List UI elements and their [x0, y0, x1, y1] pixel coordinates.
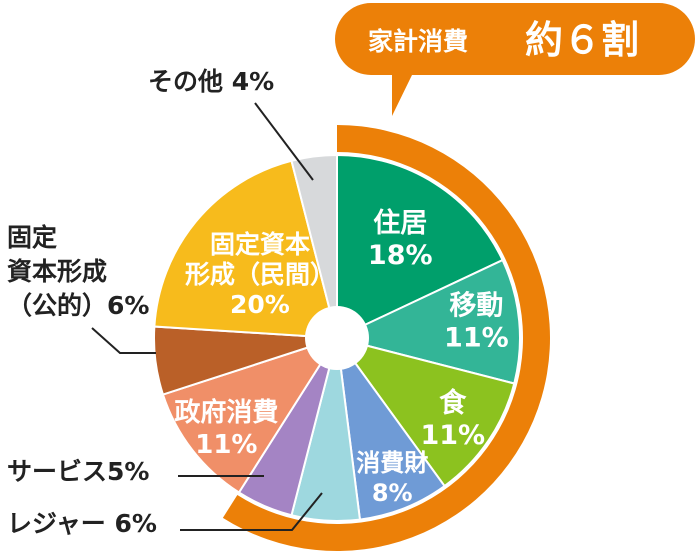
label-line: 消費財	[356, 449, 428, 477]
label-public-capital: 固定資本形成 （公的）6%	[7, 223, 149, 320]
label-line: 11%	[195, 430, 257, 460]
label-services: サービス5%	[7, 457, 149, 486]
label-line: 住居	[373, 207, 427, 239]
callout-shape	[335, 3, 695, 116]
label-line: 8%	[372, 479, 413, 507]
label-line: その他 4%	[148, 67, 274, 96]
label-private-capital: 固定資本形成（民間） 20%	[185, 230, 335, 319]
label-other: その他 4%	[148, 67, 274, 96]
label-line: 固定資本	[210, 230, 310, 259]
leader-line-leisure	[180, 492, 323, 531]
label-government: 政府消費 11%	[174, 397, 278, 460]
slice-consumer	[336, 337, 446, 521]
leader-line-other	[254, 102, 314, 181]
label-consumer: 消費財 8%	[356, 449, 428, 507]
label-line: 20%	[230, 290, 290, 319]
callout-prefix: 家計消費	[368, 27, 468, 56]
pie-slices	[153, 153, 521, 522]
label-line: 11%	[444, 322, 509, 353]
leader-line-public-capital	[91, 327, 156, 354]
label-line: 政府消費	[174, 397, 278, 428]
label-line: 固定	[7, 223, 57, 252]
slice-labels: 住居 18%移動 11%食 11%消費財 8%レジャー 6%サービス5%政府消費 11%固…	[7, 67, 509, 538]
household-consumption-band	[222, 125, 550, 551]
label-line: （公的）6%	[7, 291, 149, 320]
label-line: 移動	[449, 290, 503, 321]
slice-housing	[336, 153, 504, 340]
label-line: 18%	[368, 240, 433, 271]
center-hole	[305, 306, 369, 370]
label-line: 食	[439, 387, 467, 419]
slice-private-capital	[153, 159, 339, 340]
label-food: 食 11%	[420, 387, 485, 451]
slice-government	[161, 336, 340, 494]
label-line: 形成（民間）	[185, 260, 335, 289]
slice-food	[334, 336, 516, 488]
slice-transport	[334, 258, 521, 385]
label-line: サービス5%	[7, 457, 149, 486]
callout-bubble: 家計消費 約６割	[335, 3, 695, 116]
label-line: レジャー 6%	[7, 509, 157, 538]
label-line: 資本形成	[7, 257, 107, 286]
label-transport: 移動 11%	[444, 290, 509, 353]
label-housing: 住居 18%	[368, 207, 433, 271]
callout-highlight: 約６割	[525, 18, 639, 62]
slice-other	[290, 153, 338, 339]
leader-lines	[91, 102, 323, 531]
label-line: 11%	[420, 420, 485, 451]
band-arc	[222, 125, 550, 551]
label-leisure: レジャー 6%	[7, 509, 157, 538]
